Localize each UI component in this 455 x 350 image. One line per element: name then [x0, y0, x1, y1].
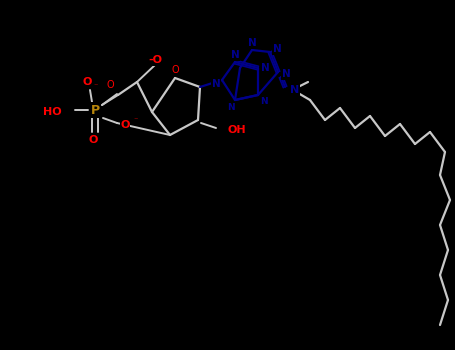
Text: O: O — [171, 65, 179, 75]
Text: O: O — [82, 77, 92, 87]
Text: N: N — [282, 69, 290, 79]
Text: O: O — [88, 135, 98, 145]
Text: ⁻: ⁻ — [93, 82, 97, 91]
Text: HO: HO — [43, 107, 62, 117]
Text: OH: OH — [228, 125, 247, 135]
Text: N: N — [273, 44, 281, 54]
Text: N: N — [290, 85, 300, 95]
Text: ⁻: ⁻ — [133, 116, 137, 125]
Text: O: O — [106, 80, 114, 90]
Text: N: N — [231, 50, 239, 60]
Text: N: N — [260, 98, 268, 106]
Text: -O: -O — [148, 55, 162, 65]
Text: N: N — [248, 38, 256, 48]
Text: P: P — [91, 104, 100, 117]
Text: O: O — [120, 120, 130, 130]
Text: N: N — [212, 79, 220, 89]
Text: N: N — [261, 63, 269, 73]
Text: N: N — [227, 103, 235, 112]
